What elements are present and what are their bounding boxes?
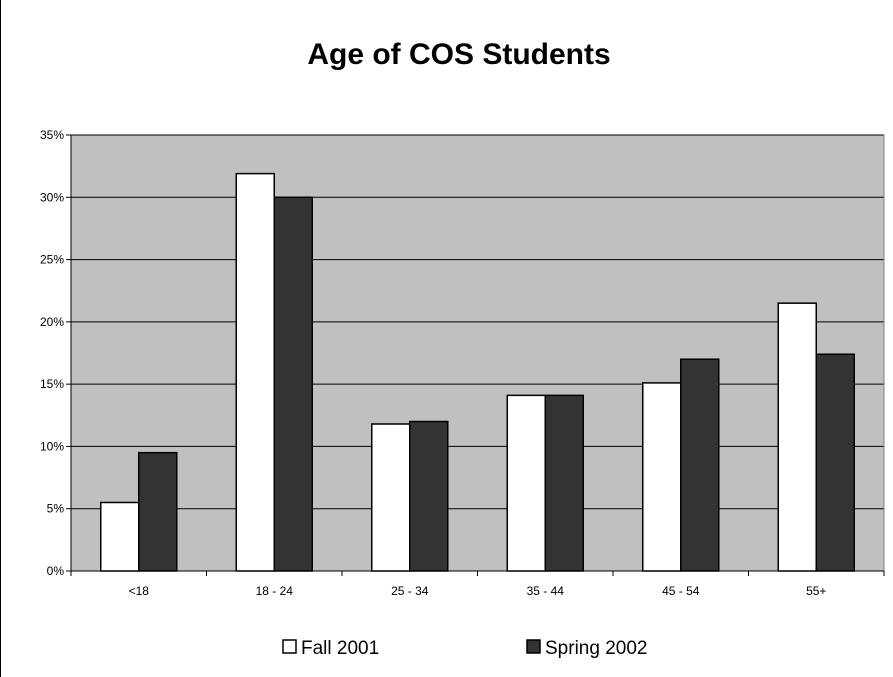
x-tick-label: 35 - 44 [527,584,565,598]
x-tick-label: 55+ [806,584,826,598]
x-tick-label: 18 - 24 [256,584,294,598]
bar-fall-2001 [100,501,140,572]
bar-fall-2001 [235,172,275,572]
bar-spring-2002 [138,451,178,572]
legend-label-spring-2002: Spring 2002 [545,638,647,659]
bar-fall-2001 [777,302,817,572]
x-tick-label: 25 - 34 [391,584,429,598]
bar-spring-2002 [409,420,449,572]
bar-spring-2002 [680,358,720,572]
bar-spring-2002 [273,196,313,572]
plot-background [71,135,884,571]
legend-label-fall-2001: Fall 2001 [301,638,379,659]
bar-fall-2001 [642,382,682,572]
legend: Fall 2001 Spring 2002 [282,638,647,659]
y-tick-label: 15% [40,377,64,391]
y-tick-label: 25% [40,253,64,267]
legend-swatch-fall-2001 [282,639,297,654]
bar-spring-2002 [544,394,584,572]
y-tick-label: 0% [47,564,65,578]
bar-spring-2002 [815,353,855,572]
y-tick-label: 5% [47,502,65,516]
bar-fall-2001 [506,394,546,572]
y-tick-label: 20% [40,315,64,329]
plot-area: 0% 5% 10% 15% 20% 25% 30% 35% <18 18 - 24 25 - 34 3… [40,128,885,598]
legend-swatch-spring-2002 [526,639,541,654]
bar-fall-2001 [371,423,411,572]
y-tick-label: 30% [40,190,64,204]
chart-title: Age of COS Students [307,38,610,71]
y-tick-label: 35% [40,128,64,142]
x-tick-label: 45 - 54 [662,584,700,598]
y-tick-label: 10% [40,439,64,453]
x-tick-label: <18 [129,584,150,598]
